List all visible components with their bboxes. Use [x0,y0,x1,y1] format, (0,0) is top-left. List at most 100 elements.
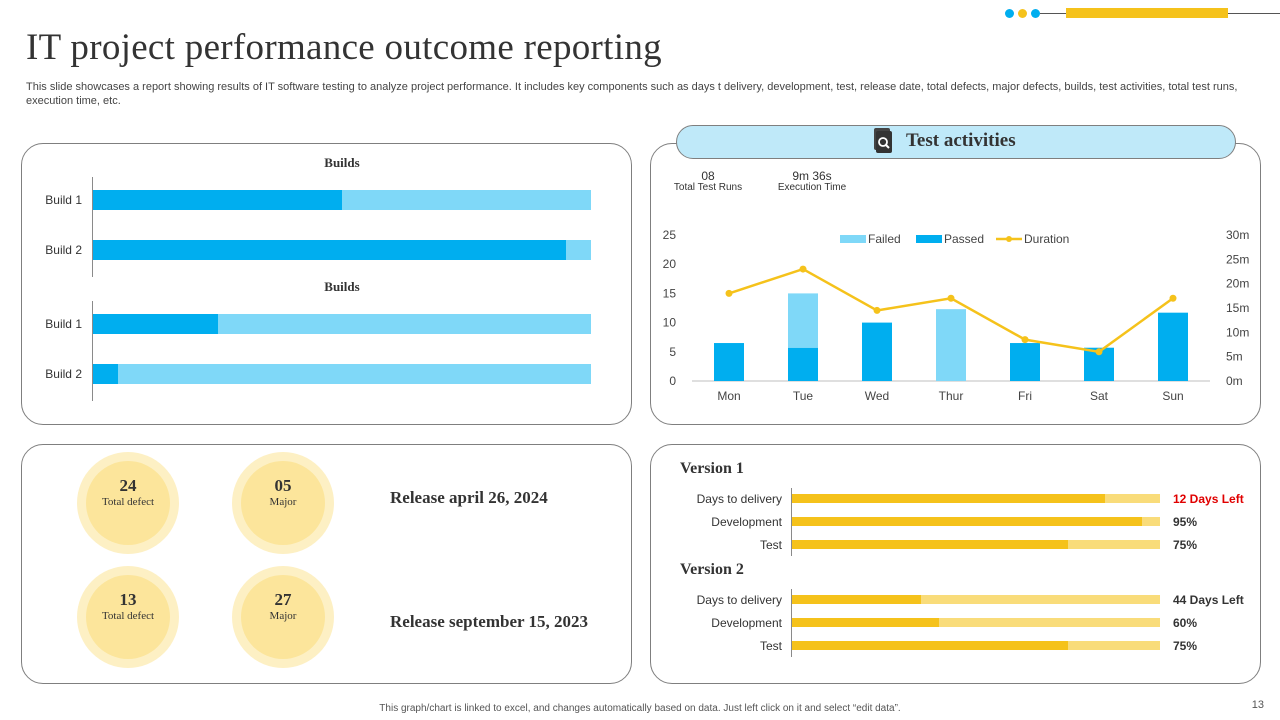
document-search-icon [872,127,894,155]
deco-dot-gold [1018,9,1027,18]
version-bar-remaining [792,595,1160,604]
days-left-alert: 12 Days Left [1173,492,1244,506]
version-axis [791,488,792,556]
version-title: Version 2 [680,561,744,578]
duration-point [799,265,807,273]
page-number: 13 [1251,699,1264,711]
builds-axis [92,177,93,277]
legend-marker-duration [1006,236,1012,242]
circle-inner [241,461,325,545]
y2-tick-label: 0m [1226,374,1243,388]
circle-value: 05 [274,476,292,495]
duration-point [947,294,955,302]
major-defect-circle: 05 Major [232,452,334,554]
y2-tick-label: 10m [1226,325,1249,339]
version-axis [791,589,792,657]
version-bar-progress [792,618,939,627]
circle-value: 24 [119,476,137,495]
bar-passed [788,347,818,381]
page-subtitle: This slide showcases a report showing re… [26,81,1238,107]
x-tick-label: Mon [717,389,740,403]
duration-point [725,289,733,297]
build-label: Build 2 [45,243,82,257]
version-row-value: 95% [1173,515,1198,529]
y2-tick-label: 20m [1226,277,1249,291]
y-tick-label: 15 [663,286,677,300]
deco-line-left [1040,13,1066,14]
legend-label: Failed [868,232,901,246]
version-row-label: Development [711,616,782,630]
version-bar-remaining [792,618,1160,627]
version-bar-progress [792,595,921,604]
builds-chart-title: Builds [324,155,360,170]
legend-label: Duration [1024,232,1069,246]
x-tick-label: Sat [1090,389,1109,403]
y-tick-label: 10 [663,316,677,330]
y-tick-label: 0 [669,374,676,388]
build-label: Build 1 [45,193,82,207]
version-row-label: Development [711,515,782,529]
version-bar-progress [792,641,1068,650]
version-row-value: 75% [1173,639,1198,653]
build-bar-progress [93,190,342,210]
version-row-label: Test [759,538,782,552]
circle-value: 13 [119,590,137,609]
x-tick-label: Wed [865,389,889,403]
y-tick-label: 25 [663,228,677,242]
build-bar-remaining [93,364,591,384]
build-bar-progress [93,364,118,384]
x-tick-label: Fri [1018,389,1032,403]
builds-chart-title: Builds [324,279,360,294]
bar-passed [1010,343,1040,381]
version-row-value: 75% [1173,538,1198,552]
major-defect-circle: 27 Major [232,566,334,668]
duration-point [1021,336,1029,344]
total-runs-label: Total Test Runs [673,182,743,193]
deco-dot-blue-2 [1031,9,1040,18]
test-activities-header [676,125,1236,159]
exec-time-label: Execution Time [777,182,847,193]
build-label: Build 1 [45,317,82,331]
total-runs-value: 08 [701,169,715,183]
bar-passed [714,343,744,381]
circle-inner [86,461,170,545]
version-row-label: Days to delivery [696,593,782,607]
x-tick-label: Thur [939,389,964,403]
total-defect-circle: 24 Total defect [77,452,179,554]
circle-value: 27 [274,590,292,609]
version-title: Version 1 [680,460,744,477]
deco-dot-blue-1 [1005,9,1014,18]
builds-axis [92,301,93,401]
release-title: Release september 15, 2023 [390,612,588,631]
circle-label: Total defect [101,496,155,508]
bar-failed [936,309,966,381]
y2-tick-label: 30m [1226,228,1249,242]
test-activities-chart: 0 5 10 15 20 25 0m 5m 10m 15m 20m 25m 30m Mon Tue Wed Th… [663,228,1250,403]
x-tick-label: Sun [1162,389,1183,403]
footer-note: This graph/chart is linked to excel, and… [379,703,901,714]
y2-tick-label: 25m [1226,252,1249,266]
y-tick-label: 5 [669,345,676,359]
x-tick-label: Tue [793,389,814,403]
test-activities-title: Test activities [906,130,1016,151]
deco-gold-bar [1066,8,1228,18]
build-bar-progress [93,240,566,260]
version-row-value: 44 Days Left [1173,593,1244,607]
duration-point [1169,294,1177,302]
version-bar-progress [792,517,1142,526]
version-row-label: Days to delivery [696,492,782,506]
build-label: Build 2 [45,367,82,381]
bar-passed [1158,312,1188,381]
release-title: Release april 26, 2024 [390,488,548,507]
circle-label: Major [269,610,297,622]
duration-point [1095,348,1103,356]
circle-label: Total defect [101,610,155,622]
version-row-label: Test [759,639,782,653]
y-tick-label: 20 [663,257,677,271]
legend-label: Passed [944,232,984,246]
bar-failed [788,293,818,348]
deco-line-right [1228,13,1280,14]
version-row-value: 60% [1173,616,1198,630]
circle-label: Major [269,496,297,508]
exec-time-value: 9m 36s [792,169,832,183]
